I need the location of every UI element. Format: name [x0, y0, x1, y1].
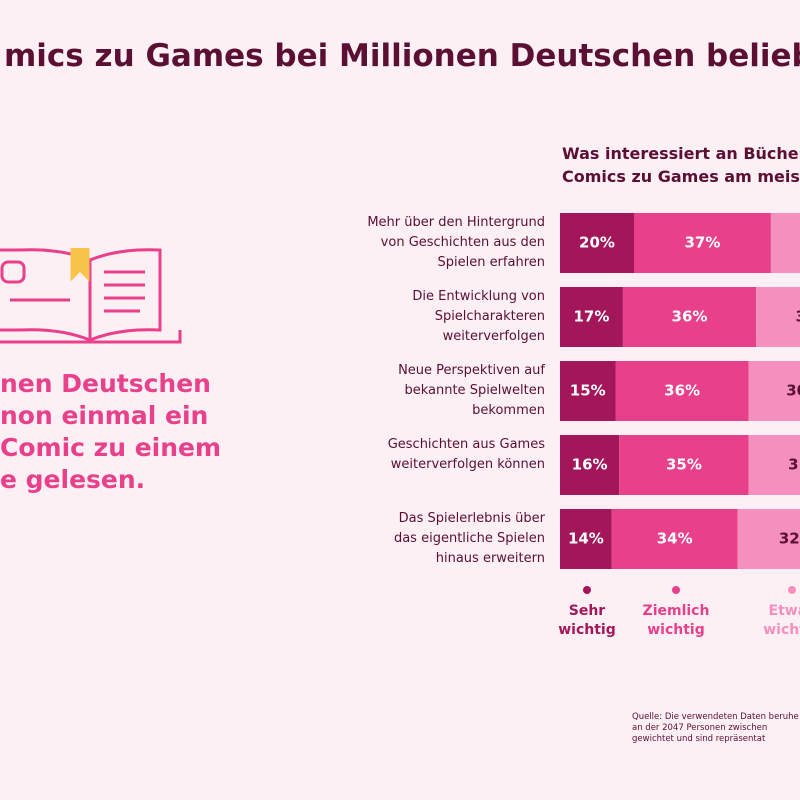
bar-segment [611, 509, 738, 569]
bar-segment [619, 435, 749, 495]
legend-dot [583, 586, 591, 594]
book-icon [0, 248, 182, 344]
value-label: 17% [573, 308, 609, 326]
category-label: Die Entwicklung von Spielcharakteren wei… [412, 289, 545, 344]
title: mics zu Games bei Millionen Deutschen be… [4, 38, 800, 74]
category-label: Mehr über den Hintergrund von Geschichte… [367, 215, 545, 270]
headline: nen Deutschen non einmal ein Comic zu ei… [0, 369, 222, 494]
category-label: Neue Perspektiven auf bekannte Spielwelt… [398, 363, 545, 418]
bar-segment [634, 213, 771, 273]
value-label: 30% [786, 382, 800, 400]
category-label: Das Spielerlebnis über das eigentliche S… [393, 511, 545, 566]
bar-segment [622, 287, 757, 347]
bar-segment [748, 361, 800, 421]
value-label: 14% [568, 530, 604, 548]
bar-segment [615, 361, 749, 421]
bar-segment [770, 213, 800, 273]
bar-segment [560, 213, 634, 273]
bar-segment [560, 509, 612, 569]
bar-segment [560, 361, 616, 421]
bar-segment [737, 509, 800, 569]
value-label: 35% [666, 456, 702, 474]
value-label: 37% [684, 234, 720, 252]
value-label: 34% [657, 530, 693, 548]
legend-dot [788, 586, 796, 594]
subtitle: Was interessiert an Bücher Comics zu Gam… [562, 144, 800, 186]
value-label: 32% [779, 530, 800, 548]
value-label: 31% [788, 456, 800, 474]
legend-dot [672, 586, 680, 594]
category-label: Geschichten aus Games weiterverfolgen kö… [387, 437, 545, 472]
source: Quelle: Die verwendeten Daten beruhe an … [632, 712, 799, 744]
bar-segment [748, 435, 800, 495]
value-label: 36% [672, 308, 708, 326]
bar-segment [560, 287, 623, 347]
value-label: 31% [795, 308, 800, 326]
value-label: 15% [570, 382, 606, 400]
value-label: 36% [664, 382, 700, 400]
bar-segment [756, 287, 800, 347]
value-label: 20% [579, 234, 615, 252]
legend-label: Ziemlich wichtig [642, 603, 710, 638]
legend-label: Sehr wichtig [558, 603, 616, 638]
legend-label: Etwas wichtig [763, 603, 800, 638]
bar-segment [560, 435, 620, 495]
value-label: 16% [572, 456, 608, 474]
